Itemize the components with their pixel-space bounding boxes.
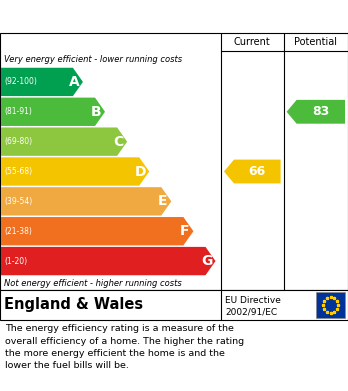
Text: Not energy efficient - higher running costs: Not energy efficient - higher running co… xyxy=(4,278,182,287)
Text: (69-80): (69-80) xyxy=(4,137,32,146)
Text: (1-20): (1-20) xyxy=(4,256,27,265)
Polygon shape xyxy=(1,187,171,215)
Text: (39-54): (39-54) xyxy=(4,197,32,206)
Polygon shape xyxy=(1,127,127,156)
Bar xyxy=(316,292,345,318)
Text: F: F xyxy=(180,224,189,238)
Text: 2002/91/EC: 2002/91/EC xyxy=(225,307,277,316)
Text: Very energy efficient - lower running costs: Very energy efficient - lower running co… xyxy=(4,54,182,63)
Text: 66: 66 xyxy=(249,165,266,178)
Polygon shape xyxy=(1,98,105,126)
Text: England & Wales: England & Wales xyxy=(4,298,143,312)
Text: B: B xyxy=(91,105,101,119)
Text: 83: 83 xyxy=(312,105,330,118)
Polygon shape xyxy=(1,247,215,275)
Text: G: G xyxy=(201,254,212,268)
Text: Energy Efficiency Rating: Energy Efficiency Rating xyxy=(7,9,209,24)
Text: Current: Current xyxy=(234,37,271,47)
Polygon shape xyxy=(1,157,149,186)
Text: (92-100): (92-100) xyxy=(4,77,37,86)
Text: (81-91): (81-91) xyxy=(4,107,32,116)
Text: (21-38): (21-38) xyxy=(4,227,32,236)
Text: (55-68): (55-68) xyxy=(4,167,32,176)
Text: C: C xyxy=(113,135,123,149)
Text: EU Directive: EU Directive xyxy=(225,296,281,305)
Text: A: A xyxy=(69,75,79,89)
Polygon shape xyxy=(1,68,83,96)
Polygon shape xyxy=(1,217,193,246)
Text: D: D xyxy=(134,165,146,179)
Text: E: E xyxy=(158,194,167,208)
Polygon shape xyxy=(287,100,345,124)
Text: The energy efficiency rating is a measure of the
overall efficiency of a home. T: The energy efficiency rating is a measur… xyxy=(5,324,244,371)
Text: Potential: Potential xyxy=(294,37,337,47)
Polygon shape xyxy=(224,160,280,183)
